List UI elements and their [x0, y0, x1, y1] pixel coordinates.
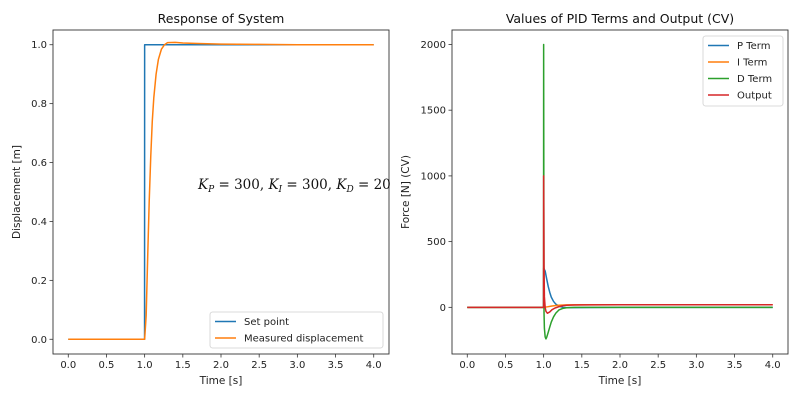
chart-title: Response of System	[158, 11, 285, 26]
ki-value: 300	[302, 177, 328, 193]
y-tick-label: 0.0	[31, 335, 47, 346]
x-axis-ticks: 0.0 0.5 1.0 1.5 2.0 2.5 3.0 3.5 4.0	[60, 354, 382, 371]
legend: Set point Measured displacement	[209, 311, 384, 349]
y-axis-label: Force [N] (CV)	[400, 155, 412, 229]
kp-subscript: P	[207, 185, 215, 195]
x-tick-label: 0.0	[60, 360, 76, 371]
legend: P Term I Term D Term Output	[702, 35, 784, 107]
x-tick-label: 3.5	[727, 360, 743, 371]
response-chart: Response of System 0.0 0.5 1.0 1.5 2.0 2.5 3.0…	[11, 11, 391, 387]
legend-label-p-term: P Term	[737, 41, 770, 52]
legend-label-output: Output	[737, 91, 772, 102]
ki-subscript: I	[278, 185, 283, 195]
y-tick-label: 1000	[421, 171, 446, 182]
series-line-measured-displacement	[68, 41, 374, 341]
legend-label-d-term: D Term	[737, 74, 772, 85]
x-tick-label: 1.0	[137, 360, 153, 371]
x-tick-label: 2.0	[612, 360, 628, 371]
legend-label-i-term: I Term	[737, 58, 767, 69]
gain-annotation: KP = 300, KI = 300, KD = 20	[197, 177, 391, 195]
ki-symbol: K	[267, 177, 279, 193]
x-axis-label: Time [s]	[598, 375, 642, 387]
plot-lines	[467, 43, 773, 340]
x-tick-label: 4.0	[765, 360, 781, 371]
kd-symbol: K	[335, 177, 347, 193]
x-tick-label: 1.0	[536, 360, 552, 371]
chart-title: Values of PID Terms and Output (CV)	[506, 11, 734, 26]
y-tick-label: 0.4	[31, 217, 47, 228]
x-tick-label: 0.5	[498, 360, 514, 371]
kd-value: 20	[374, 177, 391, 193]
plot-lines	[68, 41, 374, 341]
y-tick-label: 0.2	[31, 276, 47, 287]
x-axis-ticks: 0.0 0.5 1.0 1.5 2.0 2.5 3.0 3.5 4.0	[459, 354, 781, 371]
x-tick-label: 2.5	[650, 360, 666, 371]
series-line-d-term	[467, 43, 773, 340]
x-tick-label: 3.0	[289, 360, 305, 371]
kp-symbol: K	[197, 177, 209, 193]
x-tick-label: 0.0	[459, 360, 475, 371]
y-tick-label: 2000	[421, 40, 446, 51]
kp-value: 300	[234, 177, 260, 193]
x-tick-label: 2.5	[251, 360, 267, 371]
y-tick-label: 0.6	[31, 158, 47, 169]
x-tick-label: 0.5	[99, 360, 115, 371]
legend-box	[209, 311, 384, 349]
x-tick-label: 1.5	[574, 360, 590, 371]
y-axis-label: Displacement [m]	[11, 145, 23, 239]
y-axis-ticks: 0 500 1000 1500 2000	[421, 40, 452, 314]
y-axis-ticks: 0.0 0.2 0.4 0.6 0.8 1.0	[31, 40, 53, 346]
legend-box	[702, 35, 784, 107]
y-tick-label: 0	[440, 303, 446, 314]
legend-label-set-point: Set point	[244, 317, 289, 328]
x-axis-label: Time [s]	[199, 375, 243, 387]
kd-subscript: D	[345, 185, 353, 195]
y-tick-label: 500	[427, 237, 446, 248]
series-line-output	[467, 175, 773, 314]
x-tick-label: 3.0	[688, 360, 704, 371]
y-tick-label: 1500	[421, 106, 446, 117]
y-tick-label: 1.0	[31, 40, 47, 51]
x-tick-label: 4.0	[366, 360, 382, 371]
x-tick-label: 2.0	[213, 360, 229, 371]
x-tick-label: 1.5	[175, 360, 191, 371]
pid-terms-chart: Values of PID Terms and Output (CV) 0.0 0…	[400, 11, 789, 387]
x-tick-label: 3.5	[328, 360, 344, 371]
legend-label-measured-displacement: Measured displacement	[244, 334, 363, 345]
y-tick-label: 0.8	[31, 99, 47, 110]
